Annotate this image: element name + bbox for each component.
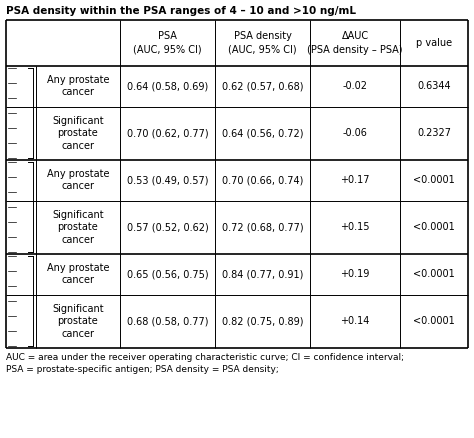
Text: PSA density within the PSA ranges of 4 – 10 and >10 ng/mL: PSA density within the PSA ranges of 4 –… — [6, 6, 356, 16]
Text: 0.62 (0.57, 0.68): 0.62 (0.57, 0.68) — [222, 81, 303, 91]
Text: <0.0001: <0.0001 — [413, 175, 455, 185]
Text: <0.0001: <0.0001 — [413, 316, 455, 326]
Text: -0.02: -0.02 — [343, 81, 367, 91]
Text: ΔAUC
(PSA density – PSA): ΔAUC (PSA density – PSA) — [307, 32, 403, 55]
Text: -0.06: -0.06 — [343, 128, 367, 138]
Text: Any prostate
cancer: Any prostate cancer — [47, 263, 109, 286]
Text: 0.70 (0.66, 0.74): 0.70 (0.66, 0.74) — [222, 175, 303, 185]
Text: 0.65 (0.56, 0.75): 0.65 (0.56, 0.75) — [127, 269, 208, 279]
Text: 0.53 (0.49, 0.57): 0.53 (0.49, 0.57) — [127, 175, 208, 185]
Text: 0.6344: 0.6344 — [417, 81, 451, 91]
Text: PSA density
(AUC, 95% CI): PSA density (AUC, 95% CI) — [228, 32, 297, 55]
Text: 0.64 (0.56, 0.72): 0.64 (0.56, 0.72) — [222, 128, 303, 138]
Text: p value: p value — [416, 38, 452, 48]
Text: PSA
(AUC, 95% CI): PSA (AUC, 95% CI) — [133, 32, 202, 55]
Text: PSA = prostate-specific antigen; PSA density = PSA density;: PSA = prostate-specific antigen; PSA den… — [6, 365, 279, 374]
Text: +0.19: +0.19 — [340, 269, 370, 279]
Text: Any prostate
cancer: Any prostate cancer — [47, 169, 109, 191]
Text: 0.82 (0.75, 0.89): 0.82 (0.75, 0.89) — [222, 316, 303, 326]
Text: +0.17: +0.17 — [340, 175, 370, 185]
Text: 0.68 (0.58, 0.77): 0.68 (0.58, 0.77) — [127, 316, 208, 326]
Text: 0.84 (0.77, 0.91): 0.84 (0.77, 0.91) — [222, 269, 303, 279]
Text: +0.14: +0.14 — [340, 316, 370, 326]
Text: 0.64 (0.58, 0.69): 0.64 (0.58, 0.69) — [127, 81, 208, 91]
Text: Significant
prostate
cancer: Significant prostate cancer — [52, 210, 104, 245]
Text: +0.15: +0.15 — [340, 223, 370, 232]
Text: <0.0001: <0.0001 — [413, 223, 455, 232]
Text: Significant
prostate
cancer: Significant prostate cancer — [52, 304, 104, 339]
Text: 0.70 (0.62, 0.77): 0.70 (0.62, 0.77) — [127, 128, 208, 138]
Text: Significant
prostate
cancer: Significant prostate cancer — [52, 116, 104, 151]
Text: <0.0001: <0.0001 — [413, 269, 455, 279]
Text: 0.57 (0.52, 0.62): 0.57 (0.52, 0.62) — [127, 223, 209, 232]
Text: Any prostate
cancer: Any prostate cancer — [47, 75, 109, 98]
Text: 0.2327: 0.2327 — [417, 128, 451, 138]
Text: AUC = area under the receiver operating characteristic curve; CI = confidence in: AUC = area under the receiver operating … — [6, 353, 404, 362]
Text: 0.72 (0.68, 0.77): 0.72 (0.68, 0.77) — [222, 223, 303, 232]
